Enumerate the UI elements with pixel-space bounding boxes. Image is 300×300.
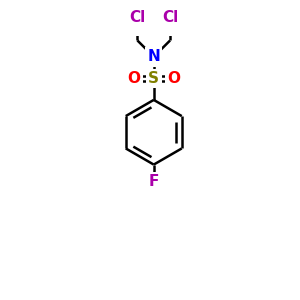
Text: Cl: Cl	[162, 10, 178, 25]
Text: F: F	[148, 174, 159, 189]
Text: N: N	[147, 49, 160, 64]
Text: S: S	[148, 71, 159, 86]
Text: Cl: Cl	[129, 10, 146, 25]
Text: O: O	[127, 71, 140, 86]
Text: O: O	[167, 71, 180, 86]
